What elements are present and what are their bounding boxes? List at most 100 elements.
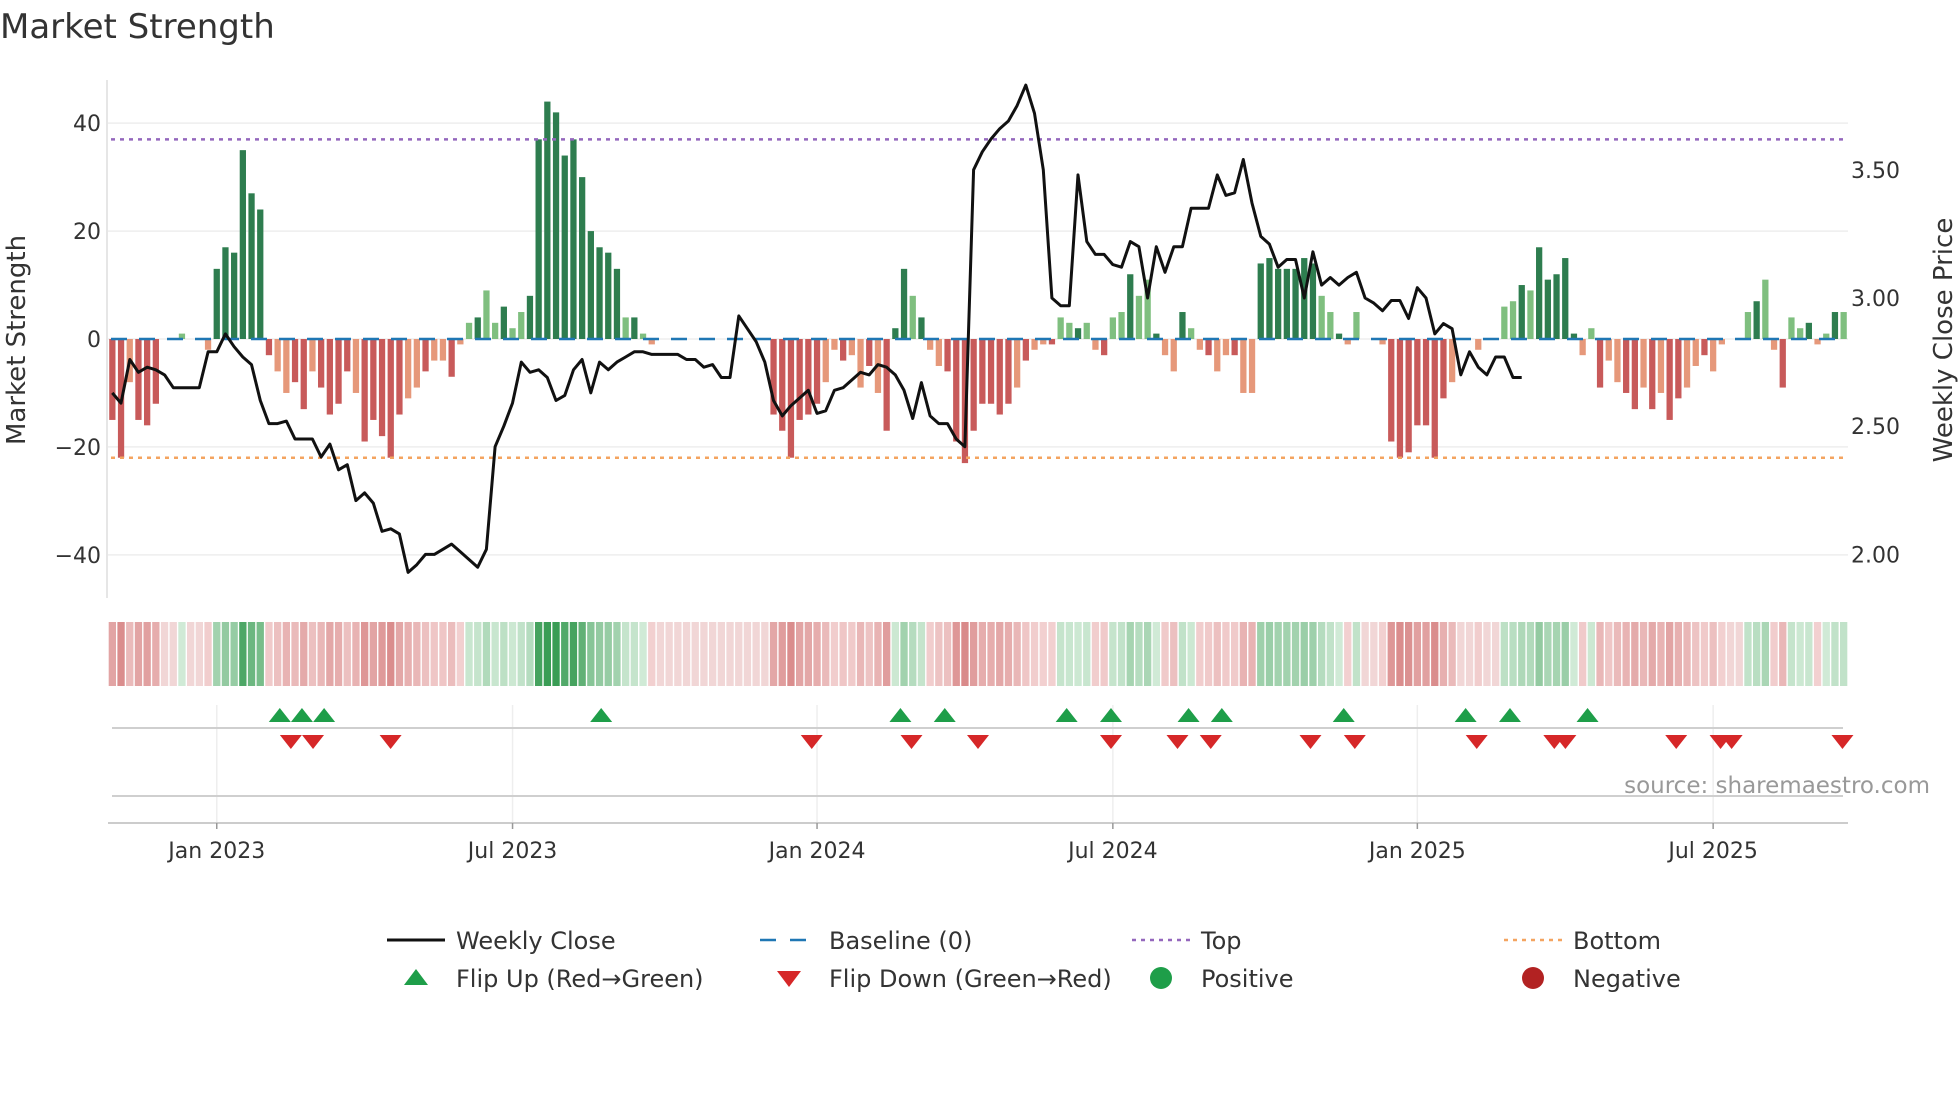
strip-cell [1100,622,1108,686]
strength-bar [1057,317,1064,339]
strip-cell [439,622,447,686]
strip-cell [578,622,586,686]
strength-bar [1092,339,1099,350]
x-tick-label: Jan 2024 [767,839,866,864]
strip-cell [726,622,734,686]
strength-bar [335,339,342,404]
strip-cell [665,622,673,686]
strip-cell [1257,622,1265,686]
legend-label: Negative [1573,965,1681,993]
strength-bar [866,339,873,366]
strength-bar [1257,263,1264,339]
x-tick-label: Jul 2023 [466,839,558,864]
strip-cell [1239,622,1248,686]
strip-cell [430,622,438,686]
strip-cell [1631,622,1639,686]
strip-cell [1344,622,1352,686]
strip-cell [952,622,960,686]
strength-bar [387,339,394,458]
x-tick-label: Jan 2023 [166,839,265,864]
strength-bar [900,268,908,339]
strength-bar [1544,279,1551,339]
legend-item: Flip Down (Green→Red) [777,965,1112,993]
strip-cell [1709,622,1717,686]
strip-cell [1300,622,1308,686]
strip-cell [1526,622,1535,686]
strip-cell [1509,622,1517,686]
strip-cell [1448,622,1456,686]
strip-cell [360,622,369,686]
strength-bar [840,339,847,361]
strength-bar [1779,339,1786,388]
strip-cell [456,622,465,686]
strip-cell [1457,622,1465,686]
strip-cell [108,622,117,686]
strip-cell [1518,622,1526,686]
strength-bar [1153,333,1160,339]
legend-triangle-down-icon [777,971,801,987]
flip-up-marker [290,708,313,722]
strip-cell [273,622,282,686]
strength-bar [492,322,499,339]
strength-heat-strip [108,622,1848,686]
strength-bar [1649,339,1656,410]
y-tick-label-right: 3.00 [1851,287,1900,312]
strength-bar [1292,268,1299,339]
strip-cell [1013,622,1021,686]
strength-bar [1666,339,1673,420]
strip-cell [943,622,952,686]
strength-bar [935,339,942,366]
strip-cell [961,622,969,686]
strip-cell [804,622,813,686]
strength-bar [1318,295,1325,339]
reference-lines [111,138,1843,459]
strip-cell [334,622,343,686]
strip-cell [143,622,151,686]
legend-item: Bottom [1504,927,1661,955]
flip-down-marker [379,735,402,749]
strength-bar [352,339,360,393]
strength-bar [1605,339,1612,361]
strength-bar [300,339,307,410]
strip-cell [1744,622,1752,686]
strip-cell [822,622,830,686]
strip-cell [717,622,726,686]
strength-bar [1449,339,1456,383]
strip-cell [595,622,604,686]
chart-title: Market Strength [0,7,275,47]
strength-bar [1388,339,1395,442]
strip-cell [1274,622,1282,686]
strip-cell [1396,622,1404,686]
flip-down-marker [1831,735,1854,749]
strip-cell [1196,622,1204,686]
strip-cell [526,622,534,686]
strip-cell [1056,622,1065,686]
strength-bar [239,150,246,339]
strip-cell [291,622,299,686]
strip-cell [813,622,821,686]
strength-bar [1536,247,1543,339]
strip-cell [1831,622,1839,686]
strip-cell [1161,622,1169,686]
strip-cell [500,622,508,686]
strip-cell [656,622,665,686]
legend-item: Baseline (0) [760,927,972,955]
strength-bar [457,339,464,345]
strength-bar [178,333,186,339]
strength-bar [135,339,142,420]
strip-cell [587,622,595,686]
strip-cell [1204,622,1213,686]
strength-bar [570,139,577,339]
strip-cell [1048,622,1056,686]
strip-cell [1370,622,1378,686]
strength-bar [1553,274,1560,339]
flip-down-marker [279,735,302,749]
strength-bar [431,339,438,361]
strength-bar [1422,339,1430,426]
strength-bar [309,339,316,372]
strip-cell [996,622,1004,686]
strength-bar [1527,290,1534,339]
flip-up-marker [1576,708,1599,722]
strength-bar [1240,339,1247,393]
strength-bar [1797,328,1804,339]
